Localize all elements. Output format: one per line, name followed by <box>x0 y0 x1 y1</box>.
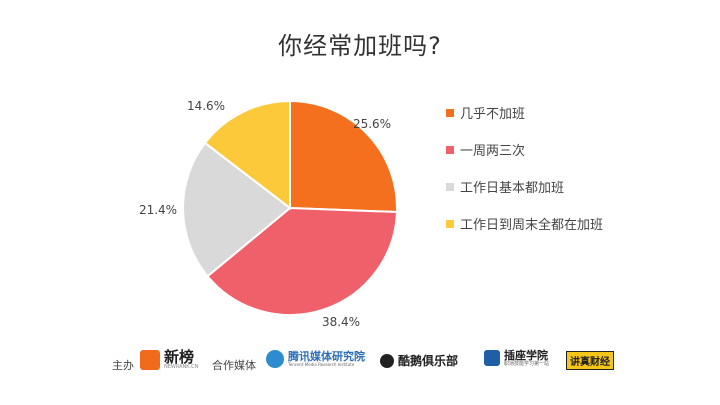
socket-logo-icon <box>484 350 500 367</box>
pie-slice-1 <box>206 206 398 316</box>
slice-value-label-3: 14.6% <box>187 99 225 113</box>
socket-academy-logo-subtext: 职场技能学习第一站 <box>504 360 550 367</box>
host-label: 主办 <box>112 359 134 372</box>
pie-chart: 25.6% 38.4% 21.4% 14.6% 几乎不加班一周两三次工作日基本都加班工作… <box>139 99 603 329</box>
newrank-logo-text: 新榜 <box>164 348 195 366</box>
pie-slice-3 <box>203 99 291 211</box>
legend-label-1: 一周两三次 <box>460 143 525 159</box>
partner-badge-logo: 讲真财经 <box>566 351 614 370</box>
partner-badge-logo-text: 讲真财经 <box>566 351 614 370</box>
socket-academy-logo-text: 插座学院 <box>504 349 548 362</box>
newrank-logo: 新榜 NEWRANK.CN <box>140 350 198 370</box>
legend-label-0: 几乎不加班 <box>460 107 525 122</box>
pie-slice-0 <box>289 99 398 214</box>
tencent-media-logo-icon <box>266 350 284 368</box>
kue-club-logo-text: 酷鹅俱乐部 <box>398 354 459 368</box>
chart-title: 你经常加班吗? <box>278 32 442 60</box>
slice-value-label-1: 38.4% <box>322 315 360 329</box>
legend-label-3: 工作日到周末全都在加班 <box>460 217 603 233</box>
kue-club-logo: 酷鹅俱乐部 <box>380 352 458 369</box>
legend-swatch-3 <box>446 220 454 228</box>
tencent-media-logo: 腾讯媒体研究院 Tencent Media Research Institute <box>266 350 365 368</box>
legend-swatch-1 <box>446 146 454 154</box>
newrank-mark-icon <box>140 350 160 370</box>
legend-swatch-0 <box>446 109 454 117</box>
legend-label-2: 工作日基本都加班 <box>460 181 564 196</box>
legend-swatch-2 <box>446 183 454 191</box>
tencent-media-logo-subtext: Tencent Media Research Institute <box>288 361 355 367</box>
slice-value-label-2: 21.4% <box>139 203 177 217</box>
penguin-logo-icon <box>380 353 394 368</box>
tencent-media-logo-text: 腾讯媒体研究院 <box>288 350 365 364</box>
newrank-logo-subtext: NEWRANK.CN <box>164 364 199 370</box>
pie-slice-2 <box>182 141 292 278</box>
partner-label: 合作媒体 <box>212 359 256 372</box>
slice-value-label-0: 25.6% <box>353 117 391 131</box>
footer: 主办 新榜 NEWRANK.CN 合作媒体 腾讯媒体研究院 Tencent Me… <box>0 340 720 380</box>
socket-academy-logo: 插座学院 职场技能学习第一站 <box>484 350 549 367</box>
